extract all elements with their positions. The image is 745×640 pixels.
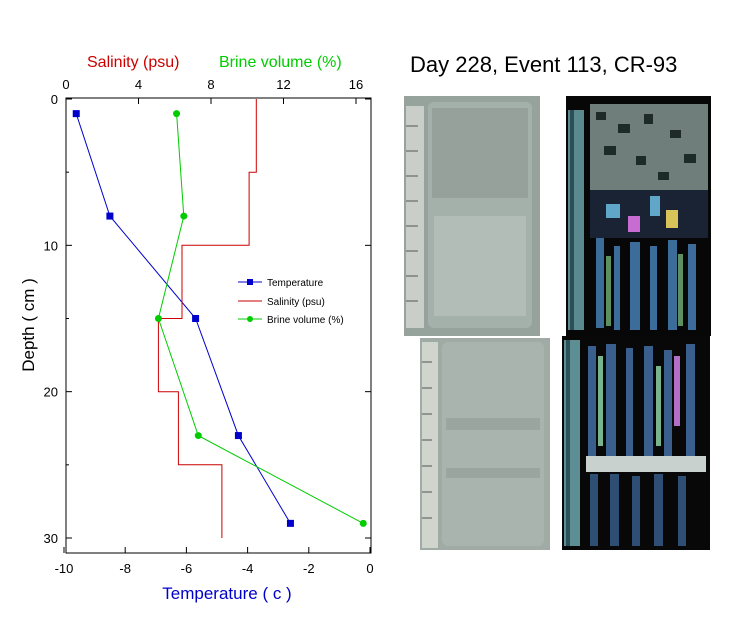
x-bottom-tick-label-2: -6 bbox=[181, 561, 193, 576]
x-top-tick-label-3: 12 bbox=[276, 77, 290, 92]
temperature-point-0 bbox=[72, 110, 80, 118]
legend-label-salinity: Salinity (psu) bbox=[267, 297, 325, 308]
legend: Temperature Salinity (psu) Brine volume … bbox=[238, 278, 344, 326]
x-bottom-tick-label-3: -4 bbox=[242, 561, 254, 576]
legend-label-brine: Brine volume (%) bbox=[267, 315, 344, 326]
axis-ticks bbox=[63, 98, 371, 553]
x-bottom-tick-label-1: -8 bbox=[119, 561, 131, 576]
core-photo-bottom-plain bbox=[420, 338, 550, 550]
core-photo-bottom-polarized bbox=[562, 336, 710, 550]
temperature-point-4 bbox=[286, 519, 294, 527]
brine-point-3 bbox=[194, 432, 202, 440]
x-top-tick-label-1: 4 bbox=[135, 77, 142, 92]
brine-point-1 bbox=[180, 212, 188, 220]
brine-point-2 bbox=[154, 315, 162, 322]
plot-frame bbox=[65, 97, 372, 554]
core-photo-top-polarized bbox=[566, 96, 711, 336]
temperature-point-3 bbox=[234, 432, 242, 440]
legend-marker-temperature bbox=[247, 279, 253, 285]
x-bottom-tick-label-0: -10 bbox=[55, 561, 74, 576]
temperature-point-2 bbox=[192, 315, 200, 322]
x-bottom-tick-label-5: 0 bbox=[366, 561, 373, 576]
y-tick-label-3: 30 bbox=[44, 531, 58, 546]
x-top-tick-label-2: 8 bbox=[207, 77, 214, 92]
x-axis-top-salinity-label: Salinity (psu) bbox=[87, 54, 179, 71]
y-tick-label-0: 0 bbox=[51, 92, 58, 107]
y-axis-label: Depth ( cm ) bbox=[19, 278, 38, 372]
core-photo-top-plain bbox=[404, 96, 540, 336]
x-axis-bottom-label: Temperature ( c ) bbox=[162, 584, 291, 603]
series-markers bbox=[72, 110, 367, 527]
legend-label-temperature: Temperature bbox=[267, 278, 324, 289]
figure-title: Day 228, Event 113, CR-93 bbox=[410, 52, 678, 77]
y-tick-label-1: 10 bbox=[44, 238, 58, 253]
brine-point-4 bbox=[359, 519, 367, 527]
x-bottom-tick-label-4: -2 bbox=[303, 561, 315, 576]
x-axis-top-brine-label: Brine volume (%) bbox=[219, 54, 342, 71]
x-top-tick-label-0: 0 bbox=[62, 77, 69, 92]
temperature-point-1 bbox=[106, 212, 114, 220]
y-tick-label-2: 20 bbox=[44, 385, 58, 400]
x-top-tick-label-4: 16 bbox=[349, 77, 363, 92]
series-line-salinity bbox=[157, 99, 257, 538]
legend-marker-brine bbox=[247, 316, 253, 322]
brine-point-0 bbox=[173, 110, 181, 118]
